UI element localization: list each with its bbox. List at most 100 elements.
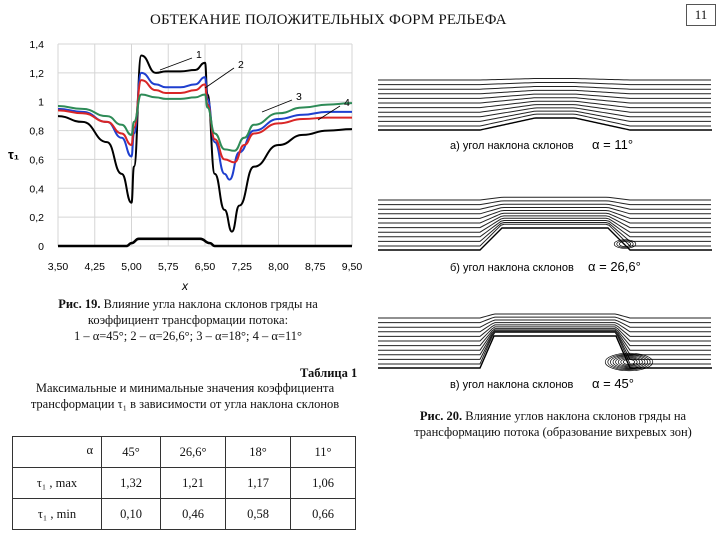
streamline <box>378 212 711 224</box>
streamline <box>378 313 711 319</box>
table-cell: 1,06 <box>290 467 356 499</box>
coefficient-chart: 0 0,2 0,4 0,6 0,8 1 1,2 1,4 3,50 4,25 5,00 5,75 6,5… <box>8 39 363 293</box>
streamline <box>378 86 711 90</box>
vortex-ring <box>612 355 646 369</box>
streamline <box>378 328 711 347</box>
streamline <box>378 104 711 113</box>
table-col-header: 18° <box>225 436 291 468</box>
streamline <box>378 329 711 351</box>
streamline <box>378 93 711 99</box>
streamline <box>378 217 711 233</box>
streamline <box>378 324 711 337</box>
flow-c-label: в) угол наклона склонов <box>450 379 574 391</box>
series-line-4 <box>57 93 353 152</box>
flow-figures: а) угол наклона склонов α = 11° б) угол … <box>378 78 712 391</box>
series-line-1 <box>57 54 353 233</box>
y-axis-label: τ₁ <box>8 147 19 162</box>
flow-panel-c <box>378 313 712 372</box>
streamline <box>378 107 711 118</box>
streamline <box>378 326 711 342</box>
vortex-ring <box>620 358 638 366</box>
table-col-header: 26,6° <box>160 436 226 468</box>
streamline <box>378 203 711 210</box>
streamline <box>378 316 711 324</box>
figure-19-caption-bold: Рис. 19. <box>58 297 101 311</box>
vortex-ring <box>623 359 635 365</box>
streamline <box>378 220 711 238</box>
y-tick-label: 0,6 <box>29 154 44 166</box>
figure-19-caption: Рис. 19. Влияние угла наклона склонов гр… <box>18 296 358 344</box>
streamline <box>378 223 711 247</box>
x-tick-label: 3,50 <box>48 261 69 273</box>
x-tick-label: 8,75 <box>305 261 326 273</box>
flow-panel-a <box>378 78 712 131</box>
x-tick-label: 7,25 <box>232 261 253 273</box>
streamline <box>378 322 711 333</box>
vortex-ring <box>610 354 648 370</box>
curve-label: 4 <box>344 97 350 109</box>
curve-label: 1 <box>196 49 202 61</box>
streamline <box>378 97 711 104</box>
curve-leader-line <box>317 105 341 121</box>
table-cell: 0,66 <box>290 498 356 530</box>
x-tick-label: 6,50 <box>195 261 216 273</box>
curve-labels: 1 2 3 4 <box>159 49 350 121</box>
relief-profile <box>378 227 712 251</box>
flow-a-alpha: α = 11° <box>592 137 633 152</box>
vortex-ring <box>615 356 643 368</box>
table-col-header: 45° <box>101 436 161 468</box>
y-tick-label: 1,2 <box>29 68 44 80</box>
y-tick-labels: 0 0,2 0,4 0,6 0,8 1 1,2 1,4 <box>29 39 44 253</box>
streamline <box>378 215 711 229</box>
table-header-row: α 45° 26,6° 18° 11° <box>12 436 356 468</box>
table-row: τ₁ , max 1,32 1,21 1,17 1,06 <box>12 467 356 499</box>
curve-label: 3 <box>296 91 302 103</box>
streamline <box>378 78 711 81</box>
x-tick-label: 8,00 <box>268 261 289 273</box>
streamline <box>378 331 711 365</box>
curve-label: 2 <box>238 59 244 71</box>
table-cell: 0,10 <box>101 498 161 530</box>
page-number: 11 <box>686 4 716 26</box>
chart-series <box>57 54 353 248</box>
streamline <box>378 319 711 328</box>
curve-leader-line <box>204 67 235 89</box>
flow-b-alpha: α = 26,6° <box>588 259 641 274</box>
streamline <box>378 196 711 201</box>
figure-20-caption-text: Влияние углов наклона склонов гряды на т… <box>414 409 692 439</box>
streamline <box>378 221 711 242</box>
table-cell: 1,32 <box>101 467 161 499</box>
coefficient-table: α 45° 26,6° 18° 11° τ₁ , max 1,32 1,21 1… <box>12 436 356 530</box>
table-cell: 1,17 <box>225 467 291 499</box>
y-tick-label: 0,2 <box>29 212 44 224</box>
table-row: τ₁ , min 0,10 0,46 0,58 0,66 <box>12 498 356 530</box>
y-tick-label: 0,4 <box>29 183 44 195</box>
x-tick-labels: 3,50 4,25 5,00 5,75 6,50 7,25 8,00 8,75 9,50 <box>48 261 363 273</box>
streamline <box>378 100 711 109</box>
table-row-label: τ₁ , max <box>12 467 102 499</box>
figure-19-caption-line-3: 1 – α=45°; 2 – α=26,6°; 3 – α=18°; 4 – α… <box>73 329 303 343</box>
streamline <box>378 209 711 219</box>
flow-c-alpha: α = 45° <box>592 376 634 391</box>
streamline <box>378 113 711 127</box>
x-tick-label: 5,75 <box>158 261 179 273</box>
x-tick-label: 9,50 <box>342 261 363 273</box>
streamline <box>378 206 711 215</box>
curve-leader-line <box>159 57 193 71</box>
y-tick-label: 1,4 <box>29 39 44 51</box>
figure-19-caption-line-1: Влияние угла наклона склонов гряды на <box>103 297 318 311</box>
table-cell: 0,46 <box>160 498 226 530</box>
table-corner-cell: α <box>12 436 102 468</box>
flow-a-label: а) угол наклона склонов <box>450 140 574 152</box>
figure-20-caption: Рис. 20. Влияние углов наклона склонов г… <box>388 408 718 440</box>
table-cell: 0,58 <box>225 498 291 530</box>
table-title: Таблица 1 <box>300 366 358 380</box>
table-corner-label: α <box>86 443 93 457</box>
flow-panel-b <box>378 196 712 251</box>
table-col-header: 11° <box>290 436 356 468</box>
x-tick-label: 5,00 <box>121 261 142 273</box>
y-tick-label: 1 <box>38 97 44 109</box>
chart-grid <box>57 43 353 247</box>
series-line-5 <box>58 237 352 248</box>
relief-profile <box>378 117 712 131</box>
